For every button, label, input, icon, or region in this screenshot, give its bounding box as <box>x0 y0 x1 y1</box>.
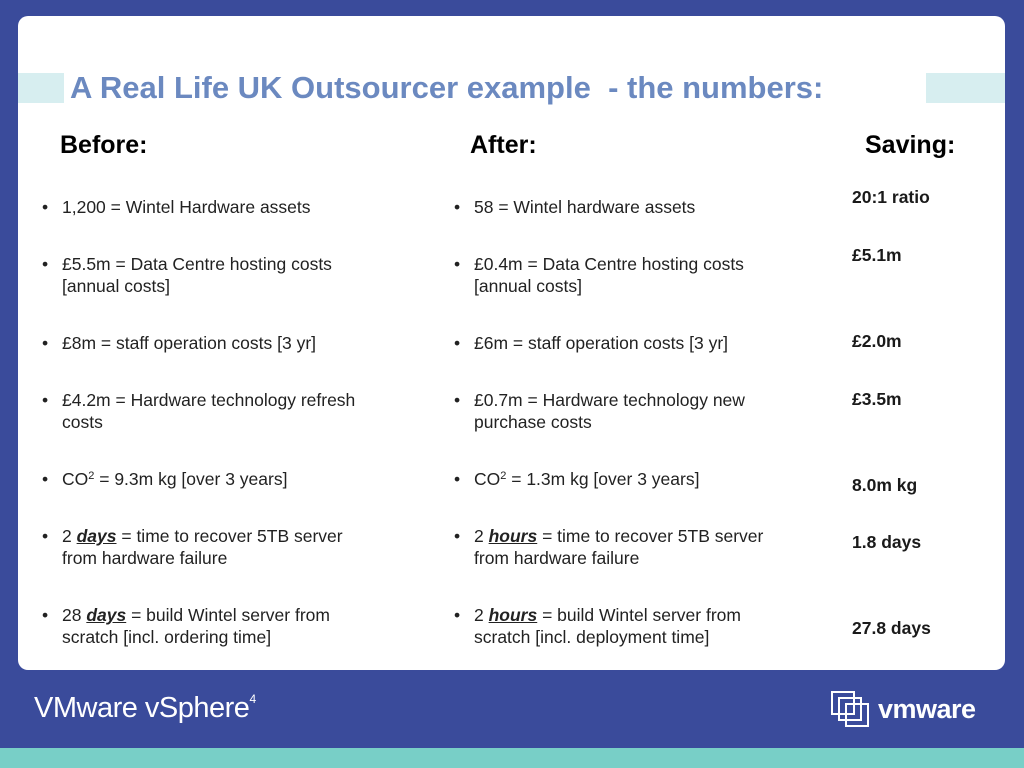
title-background <box>64 70 926 106</box>
product-name: VMware vSphere4 <box>34 692 256 724</box>
vmware-logo-icon <box>831 691 869 727</box>
after-item-3: • £6m = staff operation costs [3 yr] <box>454 333 729 353</box>
saving-value-3: £2.0m <box>852 331 902 351</box>
bullet-icon: • <box>454 526 461 546</box>
before-item-1: • 1,200 = Wintel Hardware assets <box>42 197 311 217</box>
saving-value-7: 27.8 days <box>852 618 931 638</box>
after-item-6: • 2 hours = time to recover 5TB server f… <box>454 526 764 568</box>
saving-value-5: 8.0m kg <box>852 475 918 495</box>
bullet-icon: • <box>454 333 461 353</box>
bullet-icon: • <box>42 605 49 625</box>
before-header: Before: <box>60 131 148 159</box>
bullet-icon: • <box>454 605 461 625</box>
bullet-icon: • <box>454 254 461 274</box>
after-item-4: • £0.7m = Hardware technology new purcha… <box>454 390 745 432</box>
before-item-7: • 28 days = build Wintel server from scr… <box>42 605 330 647</box>
bullet-icon: • <box>42 254 49 274</box>
bullet-icon: • <box>42 469 49 489</box>
saving-value-6: 1.8 days <box>852 532 922 552</box>
bullet-icon: • <box>454 390 461 410</box>
after-item-2: • £0.4m = Data Centre hosting costs [ann… <box>454 254 744 296</box>
bullet-icon: • <box>42 526 49 546</box>
before-item-5: • CO2 = 9.3m kg [over 3 years] <box>42 469 288 489</box>
after-item-7: • 2 hours = build Wintel server from scr… <box>454 605 741 647</box>
after-item-5: • CO2 = 1.3m kg [over 3 years] <box>454 469 700 489</box>
slide-title: A Real Life UK Outsourcer example - the … <box>70 70 824 105</box>
vmware-wordmark: vmware <box>878 694 976 724</box>
bullet-icon: • <box>454 197 461 217</box>
saving-value-2: £5.1m <box>852 245 902 265</box>
saving-value-4: £3.5m <box>852 389 902 409</box>
before-item-6: • 2 days = time to recover 5TB server fr… <box>42 526 343 568</box>
before-item-3: • £8m = staff operation costs [3 yr] <box>42 333 317 353</box>
bullet-icon: • <box>454 469 461 489</box>
saving-value-1: 20:1 ratio <box>852 187 930 207</box>
bullet-icon: • <box>42 333 49 353</box>
after-header: After: <box>470 131 537 159</box>
slide-panel <box>18 16 1005 670</box>
footer-accent-bar <box>0 748 1024 768</box>
after-item-1: • 58 = Wintel hardware assets <box>454 197 696 217</box>
bullet-icon: • <box>42 390 49 410</box>
before-item-2: • £5.5m = Data Centre hosting costs [ann… <box>42 254 332 296</box>
saving-header: Saving: <box>865 131 956 159</box>
bullet-icon: • <box>42 197 49 217</box>
before-item-4: • £4.2m = Hardware technology refresh co… <box>42 390 356 432</box>
